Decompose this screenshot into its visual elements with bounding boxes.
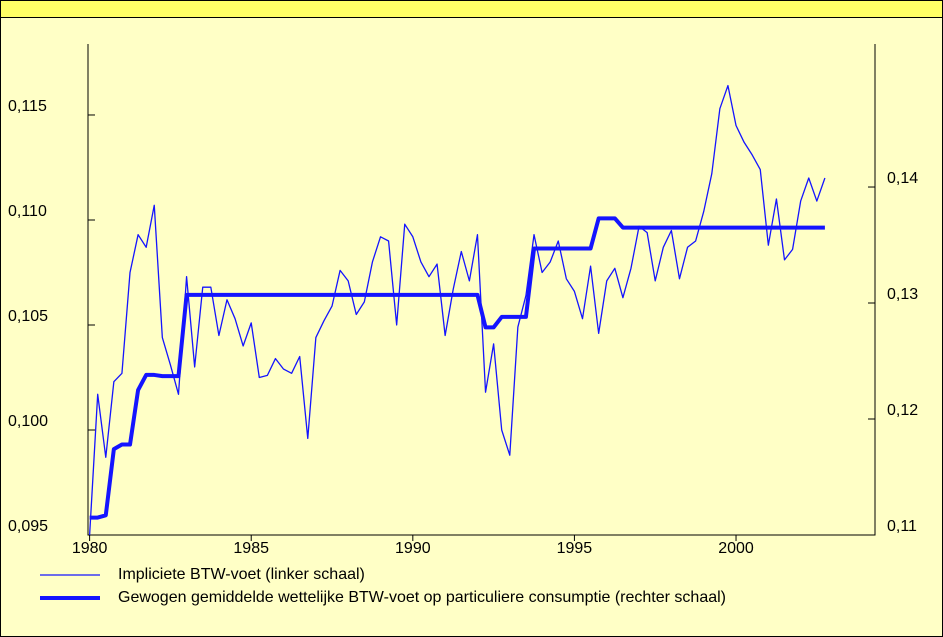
legend-label: Impliciete BTW-voet (linker schaal) bbox=[118, 566, 365, 583]
y2-tick-label: 0,12 bbox=[887, 402, 918, 419]
x-tick-label: 1995 bbox=[557, 540, 593, 557]
x-tick-label: 1990 bbox=[395, 540, 431, 557]
y-tick-label: 0,110 bbox=[8, 203, 47, 220]
y2-tick-label: 0,13 bbox=[887, 286, 918, 303]
x-tick-label: 1985 bbox=[233, 540, 269, 557]
y-tick-label: 0,095 bbox=[8, 518, 48, 535]
legend-label: Gewogen gemiddelde wettelijke BTW-voet o… bbox=[118, 589, 726, 606]
title-band bbox=[0, 0, 943, 18]
y-tick-label: 0,100 bbox=[8, 413, 48, 430]
y-tick-label: 0,115 bbox=[8, 98, 47, 115]
y2-tick-label: 0,14 bbox=[887, 170, 918, 187]
x-tick-label: 2000 bbox=[718, 540, 754, 557]
x-tick-label: 1980 bbox=[72, 540, 108, 557]
y2-tick-label: 0,11 bbox=[887, 518, 917, 535]
y-tick-label: 0,105 bbox=[8, 308, 48, 325]
series-line bbox=[89, 216, 825, 520]
axes bbox=[87, 44, 876, 536]
